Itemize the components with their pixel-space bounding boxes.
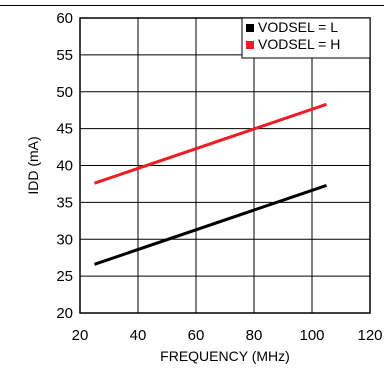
x-tick-100: 100 <box>299 327 324 344</box>
y-tick-35: 35 <box>56 194 73 211</box>
grid-lines <box>80 18 370 313</box>
y-tick-25: 25 <box>56 268 73 285</box>
series-lines <box>94 102 327 266</box>
legend-label-vodsel-h: VODSEL = H <box>258 36 340 52</box>
y-tick-50: 50 <box>56 84 73 101</box>
x-tick-40: 40 <box>130 327 147 344</box>
x-tick-80: 80 <box>246 327 263 344</box>
y-tick-45: 45 <box>56 121 73 138</box>
series-line-vodsel-l <box>94 183 327 266</box>
legend-label-vodsel-l: VODSEL = L <box>258 19 338 35</box>
legend-swatch-vodsel-h <box>246 41 254 49</box>
legend: VODSEL = L VODSEL = H <box>241 17 371 59</box>
x-axis-label: FREQUENCY (MHz) <box>160 348 290 364</box>
x-tick-60: 60 <box>188 327 205 344</box>
legend-box <box>241 17 371 59</box>
x-tick-labels: 20 40 60 80 100 120 <box>72 327 383 344</box>
y-tick-55: 55 <box>56 47 73 64</box>
x-tick-20: 20 <box>72 327 89 344</box>
plot-frame <box>79 17 371 314</box>
y-tick-60: 60 <box>56 10 73 27</box>
y-axis-label: IDD (mA) <box>25 136 41 194</box>
y-tick-30: 30 <box>56 231 73 248</box>
y-tick-40: 40 <box>56 158 73 175</box>
header-rule <box>0 5 384 6</box>
series-line-vodsel-h <box>94 102 327 185</box>
y-tick-20: 20 <box>56 305 73 322</box>
y-tick-labels: 20 25 30 35 40 45 50 55 60 <box>56 10 73 322</box>
x-tick-120: 120 <box>357 327 382 344</box>
legend-swatch-vodsel-l <box>246 24 254 32</box>
